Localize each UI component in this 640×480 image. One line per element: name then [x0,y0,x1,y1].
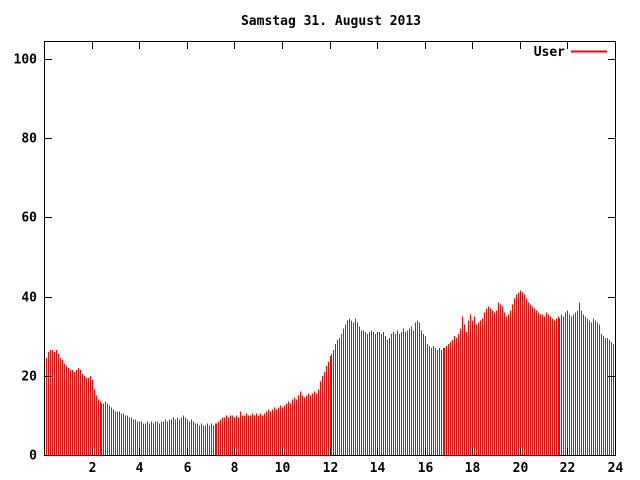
x-tick-label: 14 [370,461,386,476]
x-tick-label: 4 [136,461,144,476]
x-tick-label: 22 [560,461,576,476]
data-impulses [46,290,616,455]
y-tick-label: 100 [14,53,38,68]
y-tick-label: 80 [21,132,37,147]
y-tick-label: 20 [21,370,37,385]
x-tick-label: 24 [608,461,624,476]
x-tick-label: 6 [184,461,192,476]
x-tick-label: 18 [465,461,481,476]
plot-border [44,41,616,456]
x-tick-label: 10 [275,461,291,476]
x-tick-label: 8 [231,461,239,476]
x-tick-label: 20 [513,461,529,476]
legend-label: User [534,45,565,60]
y-tick-label: 60 [21,211,37,226]
x-tick-label: 16 [418,461,434,476]
x-tick-label: 2 [89,461,97,476]
y-tick-label: 40 [21,291,37,306]
axis-ticks [45,42,616,456]
y-tick-label: 0 [29,449,37,464]
x-tick-label: 12 [323,461,339,476]
chart-title: Samstag 31. August 2013 [241,14,421,29]
